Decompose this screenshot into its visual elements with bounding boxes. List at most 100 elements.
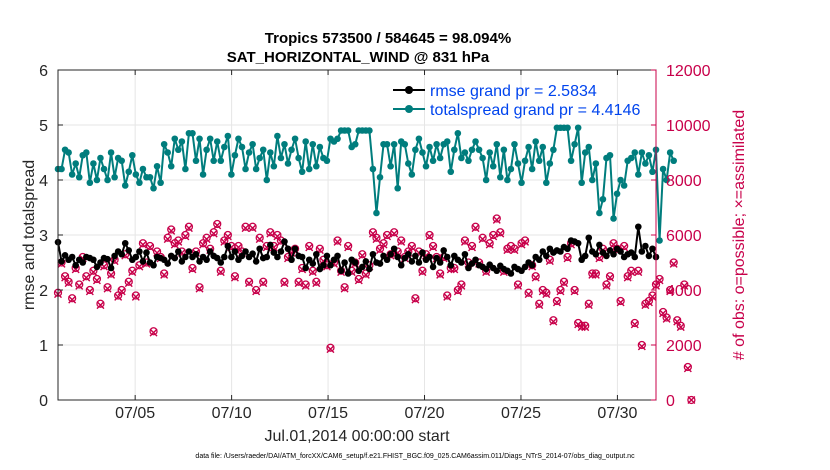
obs-possible-point [216,266,225,275]
totalspread-point [521,157,529,165]
rmse-point [443,253,451,261]
totalspread-point [125,168,133,176]
rmse-point [574,239,582,247]
y-tick-label: 2 [39,283,48,300]
totalspread-point [199,171,207,178]
rmse-point [397,261,405,269]
rmse-point [171,254,179,262]
obs-assimilated-point [662,314,671,323]
totalspread-point [281,140,288,148]
obs-assimilated-point [199,240,208,249]
obs-possible-point [344,241,353,251]
totalspread-point [121,182,129,189]
obs-possible-point [581,321,590,330]
obs-possible-point [535,299,544,308]
totalspread-point [585,143,593,151]
obs-possible-point [85,285,94,295]
rmse-point [341,259,348,266]
obs-assimilated-point [181,232,190,241]
obs-assimilated-point [644,298,653,307]
totalspread-point [150,184,157,192]
obs-assimilated-point [305,243,314,252]
totalspread-point [288,146,295,154]
totalspread-point [415,135,423,143]
rmse-point [369,250,377,258]
rmse-point [405,250,412,258]
obs-assimilated-point [436,270,445,279]
rmse-point [178,258,186,265]
rmse-point [231,248,239,255]
totalspread-point [136,179,143,187]
obs-assimilated-point [397,237,406,246]
totalspread-point [543,179,550,187]
totalspread-point [231,151,239,159]
totalspread-point [504,176,511,184]
totalspread-point [86,179,94,187]
rmse-point [610,250,617,258]
rmse-point [461,250,469,258]
rmse-point [284,245,292,253]
totalspread-point [479,154,486,162]
axes: 07/05 07/10 07/15 07/20 07/25 07/30 0 1 2 3 4 5 6 0 20… [39,63,711,422]
obs-assimilated-point [669,259,678,268]
obs-possible-point [542,288,551,297]
y2-tick-label: 8000 [666,173,702,190]
rmse-point [192,250,200,258]
obs-possible-point [616,296,625,306]
obs-assimilated-point [149,328,158,337]
rmse-point [217,259,225,266]
totalspread-point [532,138,539,145]
obs-possible-point [64,277,73,286]
totalspread-point [461,149,469,156]
totalspread-point [206,135,214,143]
rmse-point [362,258,370,265]
obs-assimilated-point [687,396,696,404]
rmse-point [143,249,150,256]
totalspread-point [111,173,118,181]
totalspread-point [613,190,621,198]
totalspread-point [589,176,596,184]
rmse-point [185,248,193,255]
rmse-point [645,252,653,260]
obs-possible-point [669,258,678,267]
obs-assimilated-point [85,287,94,296]
totalspread-point [83,149,90,156]
rmse-point [270,249,278,256]
rmse-point [472,256,479,264]
obs-assimilated-point [354,276,363,285]
totalspread-point [182,165,189,173]
totalspread-point [245,149,253,156]
x-tick-label: 07/30 [597,405,637,422]
obs-assimilated-point [326,345,335,354]
obs-assimilated-point [418,268,427,277]
obs-possible-point [89,266,98,275]
totalspread-point [305,165,313,173]
obs-possible-point [305,241,314,251]
totalspread-point [259,146,267,154]
rmse-point [564,245,571,253]
totalspread-point [497,173,504,181]
obs-possible-point [188,263,197,273]
totalspread-point [408,171,416,178]
obs-assimilated-point [266,229,275,238]
rmse-point [596,241,603,249]
y-tick-label: 6 [39,63,48,80]
obs-possible-point [174,236,183,245]
obs-possible-point [230,272,240,281]
rmse-point [150,261,157,269]
totalspread-point [107,149,115,156]
totalspread-point [178,138,186,145]
totalspread-point [631,149,639,156]
totalspread-point [139,165,147,173]
totalspread-point [620,182,628,189]
obs-assimilated-point [75,281,84,290]
totalspread-point [606,151,614,159]
obs-assimilated-point [372,235,381,244]
totalspread-point [472,138,479,145]
obs-possible-point [290,244,300,253]
rmse-point [535,256,543,264]
rmse-point [224,242,232,250]
totalspread-point [592,160,600,167]
obs-assimilated-point [429,243,438,252]
rmse-point [649,245,656,253]
